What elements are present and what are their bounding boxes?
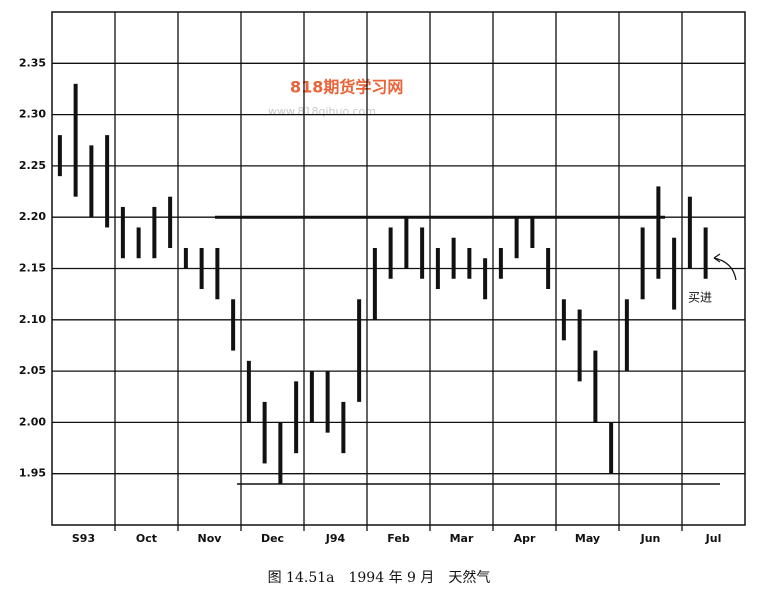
- y-tick-label: 2.00: [19, 415, 46, 428]
- price-bar: [483, 258, 488, 300]
- price-bar: [278, 422, 283, 484]
- price-bar: [561, 299, 566, 341]
- y-tick-label: 2.10: [19, 313, 46, 326]
- x-tick-label: Jul: [705, 532, 722, 545]
- price-bar: [687, 196, 692, 269]
- price-bar: [404, 217, 409, 269]
- price-bar: [451, 237, 456, 279]
- x-tick-label: Mar: [450, 532, 474, 545]
- price-bar: [309, 371, 314, 423]
- price-bar: [183, 247, 188, 269]
- x-tick-label: Oct: [136, 532, 157, 545]
- price-bar: [514, 217, 519, 259]
- annotation-arrowhead: [713, 253, 721, 263]
- price-bar: [672, 237, 677, 310]
- price-bar: [530, 217, 535, 248]
- annotation: 买进: [688, 291, 712, 305]
- y-tick-label: 2.05: [19, 364, 46, 377]
- x-tick-label: Jun: [640, 532, 661, 545]
- y-tick-label: 2.35: [19, 56, 46, 69]
- y-tick-label: 2.20: [19, 210, 46, 223]
- watermark-url: www.818qihuo.com: [268, 105, 376, 118]
- price-bar: [262, 401, 267, 464]
- price-bar: [577, 309, 582, 382]
- price-bar: [294, 381, 299, 454]
- price-bar: [624, 299, 629, 372]
- price-bar: [215, 247, 220, 300]
- price-bar: [640, 227, 645, 300]
- price-bar: [120, 206, 125, 259]
- x-tick-label: Dec: [261, 532, 284, 545]
- price-bar: [546, 247, 551, 290]
- y-tick-label: 2.30: [19, 108, 46, 121]
- y-tick-label: 2.15: [19, 262, 46, 275]
- price-bar: [57, 135, 62, 177]
- price-bar: [73, 83, 78, 197]
- x-tick-label: Nov: [198, 532, 223, 545]
- x-tick-label: J94: [325, 532, 346, 545]
- price-bar: [325, 371, 330, 433]
- price-bar: [467, 247, 472, 279]
- price-bar: [136, 227, 141, 259]
- price-bar: [341, 401, 346, 454]
- price-bar: [372, 247, 377, 320]
- price-bar: [656, 186, 661, 279]
- price-bar: [498, 247, 503, 279]
- price-bar: [420, 227, 425, 279]
- price-bar: [357, 299, 362, 402]
- x-tick-label: May: [575, 532, 600, 545]
- y-tick-label: 2.25: [19, 159, 46, 172]
- price-bar: [89, 145, 94, 218]
- price-bar: [168, 196, 173, 248]
- watermark: 818期货学习网: [290, 78, 403, 97]
- price-bar: [105, 135, 110, 228]
- price-bar: [703, 227, 708, 279]
- x-tick-label: Apr: [514, 532, 536, 545]
- price-bar: [609, 422, 614, 474]
- price-bar: [593, 350, 598, 423]
- annotation-arrow: [713, 257, 737, 281]
- price-bar: [199, 247, 204, 290]
- x-tick-label: S93: [72, 532, 95, 545]
- x-tick-label: Feb: [387, 532, 410, 545]
- price-bar: [231, 299, 236, 351]
- price-bar: [435, 247, 440, 290]
- y-tick-label: 1.95: [19, 467, 46, 480]
- price-bar: [246, 360, 251, 423]
- caption: 图 14.51a 1994 年 9 月 天然气: [268, 569, 491, 586]
- price-bar: [388, 227, 393, 279]
- price-bar: [152, 206, 157, 259]
